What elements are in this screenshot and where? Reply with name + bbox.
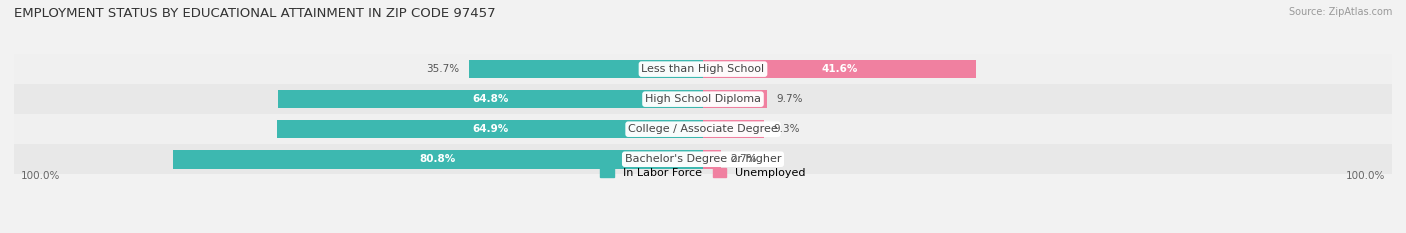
Text: 64.9%: 64.9% bbox=[472, 124, 508, 134]
Legend: In Labor Force, Unemployed: In Labor Force, Unemployed bbox=[596, 164, 810, 183]
Text: Bachelor's Degree or higher: Bachelor's Degree or higher bbox=[624, 154, 782, 164]
Bar bbox=[703, 60, 976, 79]
Text: High School Diploma: High School Diploma bbox=[645, 94, 761, 104]
Text: 9.3%: 9.3% bbox=[773, 124, 800, 134]
Bar bbox=[703, 150, 721, 168]
Text: Less than High School: Less than High School bbox=[641, 64, 765, 74]
Bar bbox=[277, 120, 703, 138]
Text: EMPLOYMENT STATUS BY EDUCATIONAL ATTAINMENT IN ZIP CODE 97457: EMPLOYMENT STATUS BY EDUCATIONAL ATTAINM… bbox=[14, 7, 496, 20]
Bar bbox=[14, 84, 1392, 114]
Text: 80.8%: 80.8% bbox=[420, 154, 456, 164]
Text: 35.7%: 35.7% bbox=[426, 64, 458, 74]
Bar bbox=[173, 150, 703, 168]
Text: College / Associate Degree: College / Associate Degree bbox=[628, 124, 778, 134]
Text: 2.7%: 2.7% bbox=[731, 154, 756, 164]
Bar bbox=[14, 114, 1392, 144]
Bar bbox=[468, 60, 703, 79]
Bar bbox=[14, 54, 1392, 84]
Bar bbox=[278, 90, 703, 109]
Text: Source: ZipAtlas.com: Source: ZipAtlas.com bbox=[1288, 7, 1392, 17]
Text: 64.8%: 64.8% bbox=[472, 94, 509, 104]
Text: 100.0%: 100.0% bbox=[21, 171, 60, 181]
Text: 100.0%: 100.0% bbox=[1346, 171, 1385, 181]
Text: 9.7%: 9.7% bbox=[776, 94, 803, 104]
Bar bbox=[14, 144, 1392, 174]
Bar bbox=[703, 120, 763, 138]
Text: 41.6%: 41.6% bbox=[821, 64, 858, 74]
Bar bbox=[703, 90, 766, 109]
